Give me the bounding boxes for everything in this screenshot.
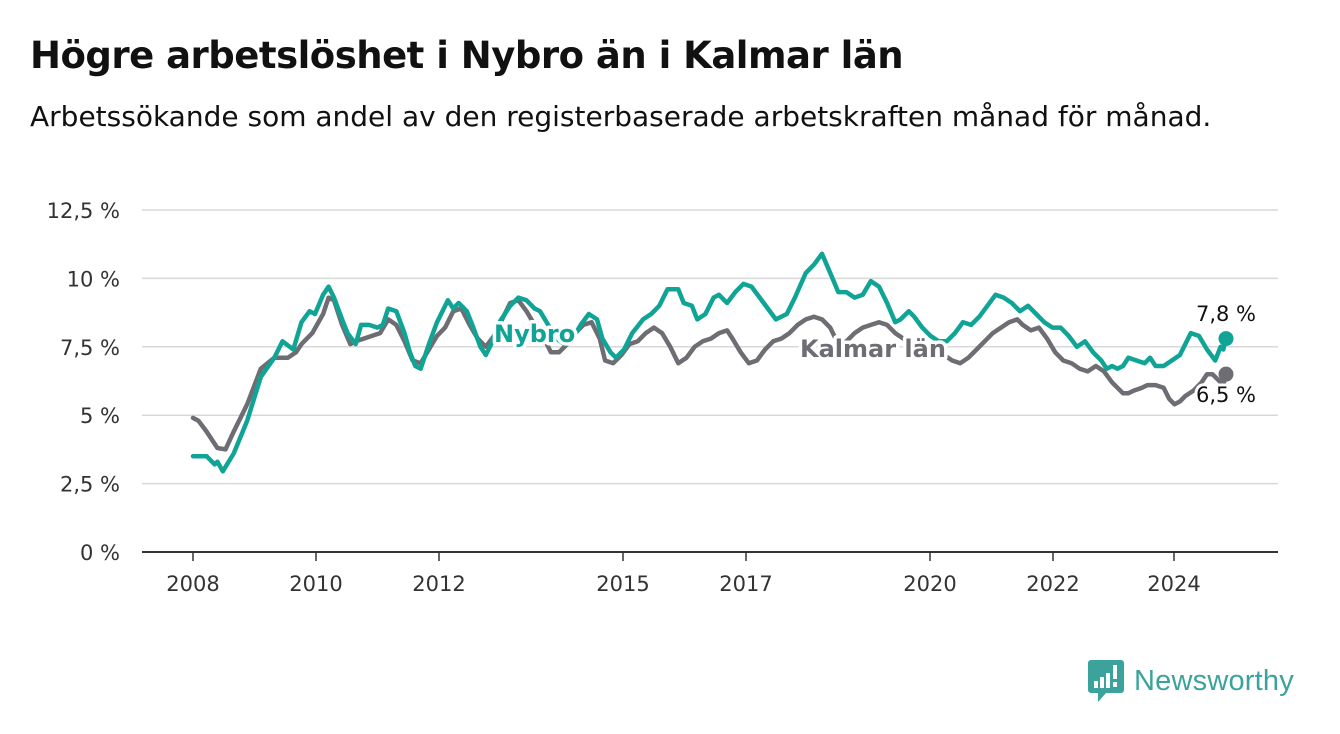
x-tick-label: 2017 xyxy=(719,572,772,596)
x-tick-label: 2024 xyxy=(1147,572,1200,596)
series-lines xyxy=(190,251,1234,474)
x-tick-label: 2008 xyxy=(166,572,219,596)
x-tick-label: 2015 xyxy=(596,572,649,596)
newsworthy-brand: Newsworthy xyxy=(1088,660,1294,702)
y-tick-label: 7,5 % xyxy=(60,336,120,360)
x-tick-label: 2022 xyxy=(1026,572,1079,596)
series-line-nybro xyxy=(190,251,1229,474)
end-point-kalmar xyxy=(1218,366,1234,382)
series-line-kalmar xyxy=(190,295,1229,452)
series-labels: Nybro Kalmar län 7,8 % 6,5 % xyxy=(491,299,1260,410)
x-axis-ticks: 2008 2010 2012 2015 2017 2020 2022 2024 xyxy=(166,552,1201,596)
end-label-nybro: 7,8 % xyxy=(1196,302,1256,326)
y-tick-label: 0 % xyxy=(80,541,120,565)
chart-title: Högre arbetslöshet i Nybro än i Kalmar l… xyxy=(30,34,904,77)
y-tick-label: 2,5 % xyxy=(60,473,120,497)
series-label-nybro: Nybro xyxy=(494,320,575,348)
gridlines xyxy=(142,209,1278,553)
brand-name: Newsworthy xyxy=(1134,664,1294,697)
y-tick-label: 5 % xyxy=(80,404,120,428)
x-tick-label: 2020 xyxy=(903,572,956,596)
chart-subtitle: Arbetssökande som andel av den registerb… xyxy=(30,100,1212,133)
y-tick-label: 10 % xyxy=(67,267,120,291)
x-tick-label: 2012 xyxy=(412,572,465,596)
y-axis-ticks: 0 % 2,5 % 5 % 7,5 % 10 % 12,5 % xyxy=(47,199,120,565)
series-label-kalmar: Kalmar län xyxy=(800,335,946,363)
end-point-nybro xyxy=(1218,331,1234,347)
y-tick-label: 12,5 % xyxy=(47,199,120,223)
newsworthy-logo-icon xyxy=(1088,660,1124,702)
end-label-kalmar: 6,5 % xyxy=(1196,383,1256,407)
x-tick-label: 2010 xyxy=(289,572,342,596)
